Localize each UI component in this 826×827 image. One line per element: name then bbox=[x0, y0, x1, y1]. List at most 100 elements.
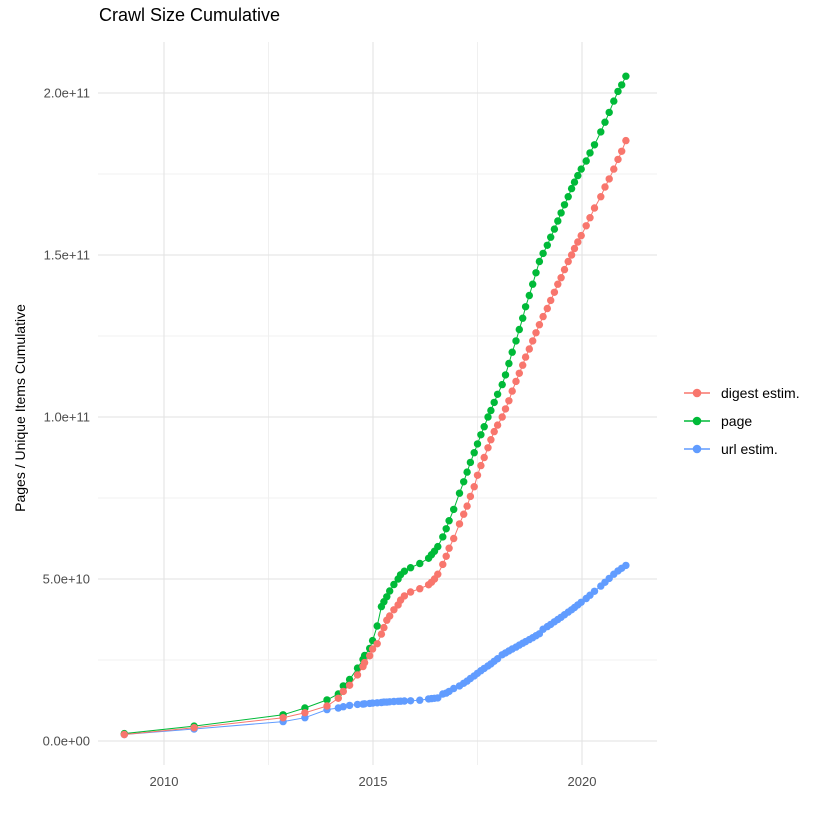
data-point-digest-estim bbox=[610, 165, 618, 173]
data-point-page bbox=[466, 458, 475, 467]
data-point-page bbox=[570, 178, 579, 186]
data-point-digest-estim bbox=[477, 461, 485, 470]
data-point-digest-estim bbox=[323, 702, 331, 710]
data-point-digest-estim bbox=[470, 483, 478, 491]
data-point-url-estim bbox=[400, 697, 409, 705]
y-tick-label: 5.0e+10 bbox=[43, 572, 90, 587]
data-point-url-estim bbox=[577, 598, 585, 606]
data-point-page bbox=[618, 81, 626, 89]
data-point-page bbox=[442, 525, 450, 533]
data-point-digest-estim bbox=[550, 288, 559, 296]
data-point-digest-estim bbox=[577, 231, 585, 240]
data-point-page bbox=[487, 406, 495, 415]
data-point-digest-estim bbox=[574, 238, 582, 246]
data-point-url-estim bbox=[406, 697, 415, 705]
data-point-page bbox=[373, 622, 381, 630]
data-point-digest-estim bbox=[508, 387, 516, 395]
data-point-page bbox=[525, 291, 533, 300]
data-point-url-estim bbox=[450, 684, 458, 693]
data-point-digest-estim bbox=[377, 630, 386, 638]
data-point-page bbox=[386, 587, 394, 595]
legend-item-label: page bbox=[721, 413, 753, 429]
data-point-digest-estim bbox=[450, 534, 458, 543]
data-point-page bbox=[601, 118, 609, 126]
data-point-url-estim bbox=[416, 696, 424, 704]
data-point-digest-estim bbox=[512, 377, 520, 386]
data-point-page bbox=[543, 241, 551, 249]
data-point-digest-estim bbox=[564, 257, 572, 266]
data-point-page bbox=[345, 675, 354, 684]
data-point-digest-estim bbox=[345, 681, 354, 689]
data-point-digest-estim bbox=[368, 645, 377, 653]
data-point-digest-estim bbox=[480, 453, 488, 462]
data-point-digest-estim bbox=[380, 623, 388, 632]
data-point-digest-estim bbox=[484, 444, 492, 452]
data-point-page bbox=[460, 478, 468, 486]
data-point-page bbox=[557, 209, 565, 217]
data-point-page bbox=[532, 269, 540, 277]
data-point-digest-estim bbox=[386, 612, 394, 620]
data-point-page bbox=[564, 193, 572, 201]
data-point-digest-estim bbox=[390, 606, 398, 614]
data-point-digest-estim bbox=[535, 321, 544, 329]
data-point-url-estim bbox=[622, 561, 630, 570]
data-point-digest-estim bbox=[301, 709, 309, 717]
data-point-page bbox=[480, 423, 488, 431]
data-point-digest-estim bbox=[543, 304, 551, 313]
data-point-page bbox=[434, 542, 442, 551]
data-point-page bbox=[582, 157, 590, 165]
data-point-digest-estim bbox=[455, 520, 464, 528]
x-tick-label: 2015 bbox=[359, 774, 388, 789]
data-point-page bbox=[560, 201, 569, 209]
data-point-digest-estim bbox=[279, 714, 287, 722]
legend-key-digest-estim-icon bbox=[684, 388, 710, 398]
data-point-digest-estim bbox=[529, 337, 537, 345]
legend-key-url-estim-icon bbox=[684, 444, 710, 454]
data-point-digest-estim bbox=[120, 730, 128, 739]
data-point-digest-estim bbox=[442, 552, 450, 560]
data-point-digest-estim bbox=[353, 671, 362, 679]
legend: digest estim. page url estim. bbox=[683, 379, 800, 463]
data-point-digest-estim bbox=[373, 640, 381, 648]
data-point-digest-estim bbox=[445, 544, 453, 552]
data-point-digest-estim bbox=[505, 397, 513, 405]
data-point-digest-estim bbox=[532, 329, 540, 337]
data-point-digest-estim bbox=[366, 652, 374, 660]
data-point-url-estim bbox=[590, 587, 599, 595]
data-point-page bbox=[493, 390, 502, 398]
data-point-page bbox=[445, 517, 453, 525]
data-point-digest-estim bbox=[601, 183, 609, 191]
data-point-digest-estim bbox=[334, 694, 342, 702]
page-title: Crawl Size Cumulative bbox=[99, 5, 281, 25]
data-point-page bbox=[406, 564, 415, 572]
data-point-digest-estim bbox=[539, 312, 547, 321]
data-point-page bbox=[586, 149, 594, 157]
legend-item-label: url estim. bbox=[721, 441, 778, 457]
data-point-digest-estim bbox=[590, 204, 599, 212]
data-point-page bbox=[515, 325, 523, 334]
data-point-page bbox=[416, 559, 424, 568]
series-line-page bbox=[124, 75, 627, 735]
legend-item-page: page bbox=[683, 407, 800, 435]
data-point-digest-estim bbox=[586, 214, 594, 222]
data-point-page bbox=[622, 72, 630, 80]
data-point-digest-estim bbox=[614, 155, 622, 164]
data-point-page bbox=[473, 440, 482, 448]
data-point-page bbox=[529, 280, 537, 288]
data-point-digest-estim bbox=[190, 724, 198, 732]
data-point-page bbox=[597, 128, 605, 136]
data-point-page bbox=[470, 449, 478, 457]
legend-item-label: digest estim. bbox=[721, 385, 800, 401]
data-point-digest-estim bbox=[493, 421, 502, 429]
data-point-digest-estim bbox=[597, 193, 605, 201]
data-point-digest-estim bbox=[570, 244, 579, 253]
data-point-digest-estim bbox=[490, 427, 498, 436]
data-point-page bbox=[610, 97, 618, 105]
data-point-page bbox=[498, 380, 506, 389]
data-point-page bbox=[574, 171, 582, 180]
data-point-digest-estim bbox=[460, 510, 468, 518]
legend-item-digest-estim: digest estim. bbox=[683, 379, 800, 407]
data-point-digest-estim bbox=[339, 687, 347, 696]
legend-key-page-icon bbox=[684, 416, 710, 426]
data-point-page bbox=[484, 413, 492, 421]
